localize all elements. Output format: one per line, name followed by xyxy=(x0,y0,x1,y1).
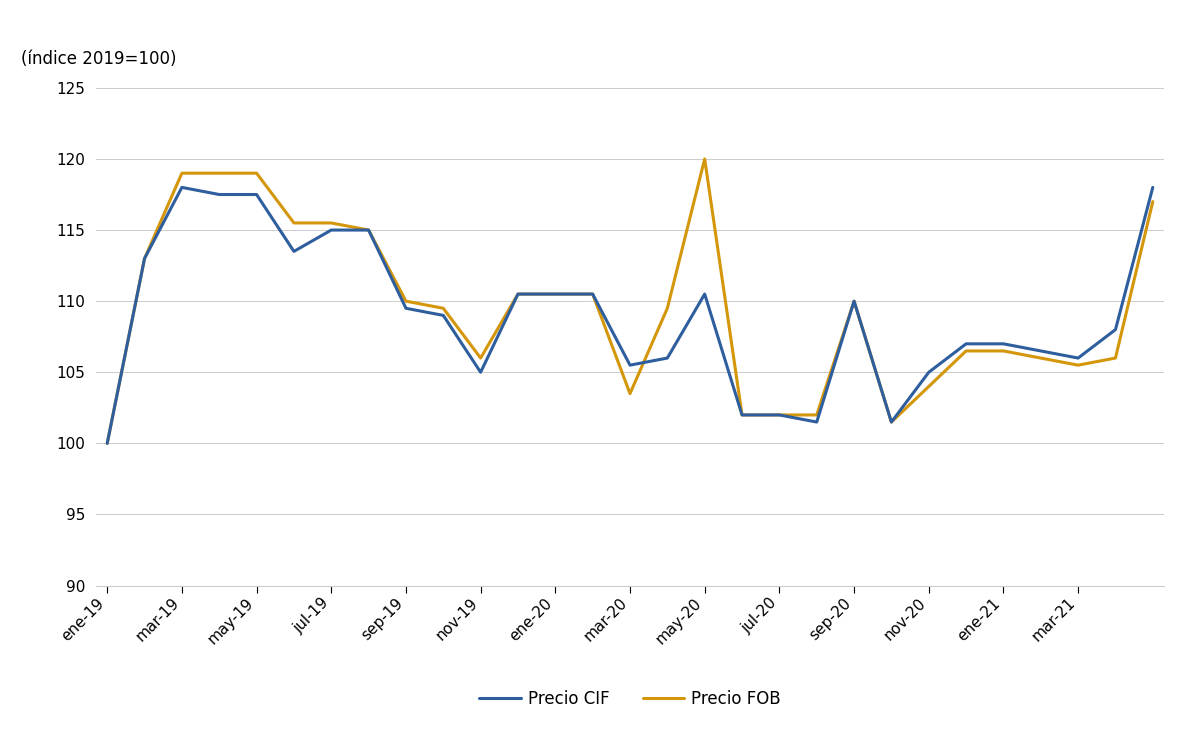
Precio CIF xyxy=(436,311,450,320)
Precio CIF xyxy=(922,368,936,377)
Precio FOB xyxy=(847,296,862,305)
Precio FOB xyxy=(1146,197,1160,206)
Precio FOB xyxy=(212,169,227,178)
Precio CIF xyxy=(212,190,227,199)
Precio FOB xyxy=(1033,354,1048,362)
Precio CIF xyxy=(100,439,114,448)
Precio FOB xyxy=(511,290,526,299)
Precio FOB xyxy=(1070,361,1085,370)
Precio FOB xyxy=(100,439,114,448)
Line: Precio CIF: Precio CIF xyxy=(107,187,1153,444)
Precio CIF xyxy=(959,340,973,348)
Text: (índice 2019=100): (índice 2019=100) xyxy=(22,50,176,68)
Legend: Precio CIF, Precio FOB: Precio CIF, Precio FOB xyxy=(473,684,787,715)
Precio FOB xyxy=(436,304,450,313)
Precio CIF xyxy=(287,247,301,255)
Precio FOB xyxy=(175,169,190,178)
Precio CIF xyxy=(772,411,786,419)
Precio FOB xyxy=(922,382,936,391)
Precio FOB xyxy=(250,169,264,178)
Precio FOB xyxy=(772,411,786,419)
Precio FOB xyxy=(810,411,824,419)
Precio FOB xyxy=(361,225,376,234)
Precio CIF xyxy=(1109,325,1123,334)
Precio CIF xyxy=(586,290,600,299)
Precio CIF xyxy=(474,368,488,377)
Precio CIF xyxy=(847,296,862,305)
Precio FOB xyxy=(548,290,563,299)
Precio FOB xyxy=(474,354,488,362)
Precio CIF xyxy=(137,254,151,263)
Precio CIF xyxy=(1033,346,1048,355)
Precio FOB xyxy=(137,254,151,263)
Precio FOB xyxy=(996,346,1010,355)
Precio FOB xyxy=(959,346,973,355)
Precio CIF xyxy=(548,290,563,299)
Precio CIF xyxy=(1070,354,1085,362)
Precio CIF xyxy=(324,225,338,234)
Precio CIF xyxy=(884,418,899,427)
Precio CIF xyxy=(361,225,376,234)
Precio FOB xyxy=(398,296,413,305)
Precio CIF xyxy=(250,190,264,199)
Precio CIF xyxy=(810,418,824,427)
Precio CIF xyxy=(175,183,190,192)
Line: Precio FOB: Precio FOB xyxy=(107,159,1153,444)
Precio FOB xyxy=(660,304,674,313)
Precio FOB xyxy=(1109,354,1123,362)
Precio CIF xyxy=(660,354,674,362)
Precio FOB xyxy=(623,389,637,398)
Precio CIF xyxy=(996,340,1010,348)
Precio FOB xyxy=(734,411,749,419)
Precio CIF xyxy=(1146,183,1160,192)
Precio FOB xyxy=(697,154,712,163)
Precio FOB xyxy=(287,219,301,228)
Precio CIF xyxy=(697,290,712,299)
Precio CIF xyxy=(511,290,526,299)
Precio CIF xyxy=(623,361,637,370)
Precio FOB xyxy=(324,219,338,228)
Precio CIF xyxy=(398,304,413,313)
Precio FOB xyxy=(884,418,899,427)
Precio FOB xyxy=(586,290,600,299)
Precio CIF xyxy=(734,411,749,419)
